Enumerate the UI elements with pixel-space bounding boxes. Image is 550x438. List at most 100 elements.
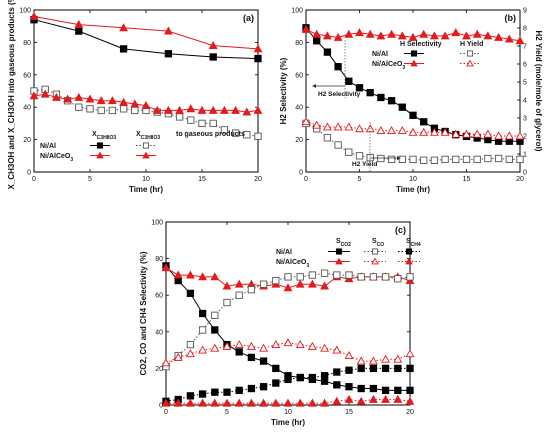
series-NiAlCe_X — [29, 11, 263, 53]
y-tick-label: 80 — [155, 256, 163, 263]
data-point — [405, 396, 415, 405]
data-point — [197, 105, 207, 114]
data-point — [494, 154, 503, 163]
annotation-label: H2 Yield — [352, 161, 377, 168]
panel-label: (b) — [505, 13, 517, 23]
data-point — [357, 273, 365, 281]
series-line — [165, 342, 411, 364]
data-point — [242, 107, 252, 116]
x-tick-label: 5 — [225, 409, 229, 416]
data-point — [29, 91, 39, 100]
data-point — [75, 103, 83, 111]
y-tick-label: 0 — [299, 170, 303, 177]
data-point — [381, 354, 391, 363]
x-tick-label: 5 — [358, 176, 362, 183]
data-point — [211, 311, 219, 319]
data-point — [259, 280, 268, 288]
data-point — [405, 349, 415, 358]
legend: SCO2 SCO SCH4 Ni/Al Ni/AlCeO3 — [276, 238, 421, 269]
data-point — [271, 398, 281, 407]
data-point — [253, 44, 263, 53]
legend-marker — [405, 248, 413, 255]
y-tick-label: 0 — [27, 170, 31, 177]
y-tick-label: 100 — [291, 8, 303, 15]
data-point — [284, 375, 292, 384]
data-point — [254, 132, 262, 141]
data-point — [419, 127, 429, 136]
data-point — [234, 340, 244, 349]
data-point — [307, 341, 317, 350]
y-right-tick-label: 7 — [523, 44, 527, 51]
legend-col-header: H Selectivity — [400, 41, 442, 48]
x-tick-label: 15 — [345, 409, 353, 416]
y-right-tick-label: 0 — [523, 170, 527, 177]
data-point — [222, 281, 232, 290]
data-point — [366, 88, 374, 97]
panel-label: (c) — [395, 225, 406, 235]
data-point — [333, 122, 343, 131]
series-line — [166, 398, 411, 404]
data-point — [504, 131, 514, 140]
data-point — [408, 32, 418, 41]
data-point — [231, 105, 241, 114]
data-point — [209, 53, 217, 61]
data-point — [451, 28, 461, 37]
legend-col-header: XC3H8O3 — [92, 131, 116, 141]
y-right-tick-label: 3 — [523, 116, 527, 123]
data-point — [320, 281, 330, 290]
x-tick-label: 0 — [164, 409, 168, 416]
y-tick-label: 20 — [295, 137, 303, 144]
data-point — [211, 326, 219, 334]
data-point — [365, 29, 375, 38]
data-point — [198, 272, 208, 281]
data-point — [173, 352, 183, 361]
series-NiAl_X — [30, 16, 262, 63]
data-point — [355, 124, 364, 133]
data-point — [271, 340, 281, 349]
data-point — [243, 131, 251, 139]
y-tick-label: 100 — [151, 220, 163, 227]
data-point — [186, 340, 195, 349]
data-point — [107, 96, 117, 105]
legend-marker — [466, 50, 474, 57]
data-point — [259, 343, 269, 352]
data-point — [253, 105, 263, 114]
data-point — [198, 326, 207, 334]
data-point — [119, 23, 129, 32]
data-point — [175, 113, 184, 121]
data-point — [406, 386, 414, 395]
data-point — [198, 309, 207, 318]
legend: XC3H8O3 XC3H8O3 to gaseous products Ni/Al N… — [40, 131, 245, 163]
data-point — [322, 122, 332, 131]
x-tick-label: 10 — [142, 176, 150, 183]
data-point — [368, 394, 378, 403]
x-tick-label: 15 — [463, 176, 471, 183]
legend-marker — [142, 142, 150, 149]
data-point — [320, 372, 329, 380]
y-right-tick-label: 5 — [523, 80, 527, 87]
panel-label: (a) — [243, 13, 254, 23]
legend-marker — [410, 59, 418, 67]
annotations: H2 Selectivity H2 Yield — [312, 40, 401, 172]
legend-marker — [371, 248, 379, 255]
data-point — [175, 105, 185, 114]
x-tick-label: 0 — [304, 176, 308, 183]
data-point — [272, 379, 280, 387]
legend-marker — [335, 257, 343, 265]
y-right-tick-label: 9 — [523, 8, 527, 15]
data-point — [381, 273, 390, 281]
data-point — [320, 269, 329, 277]
data-point — [345, 148, 353, 156]
x-tick-label: 5 — [88, 176, 92, 183]
data-point — [387, 29, 397, 38]
data-point — [344, 122, 354, 131]
data-point — [323, 134, 332, 142]
y-right-tick-label: 1 — [523, 152, 527, 159]
data-point — [381, 364, 390, 373]
data-point — [259, 398, 269, 407]
data-point — [393, 394, 403, 403]
data-point — [462, 31, 471, 40]
y-tick-label: 100 — [19, 8, 31, 15]
y-tick-label: 20 — [23, 137, 31, 144]
data-point — [409, 111, 417, 119]
